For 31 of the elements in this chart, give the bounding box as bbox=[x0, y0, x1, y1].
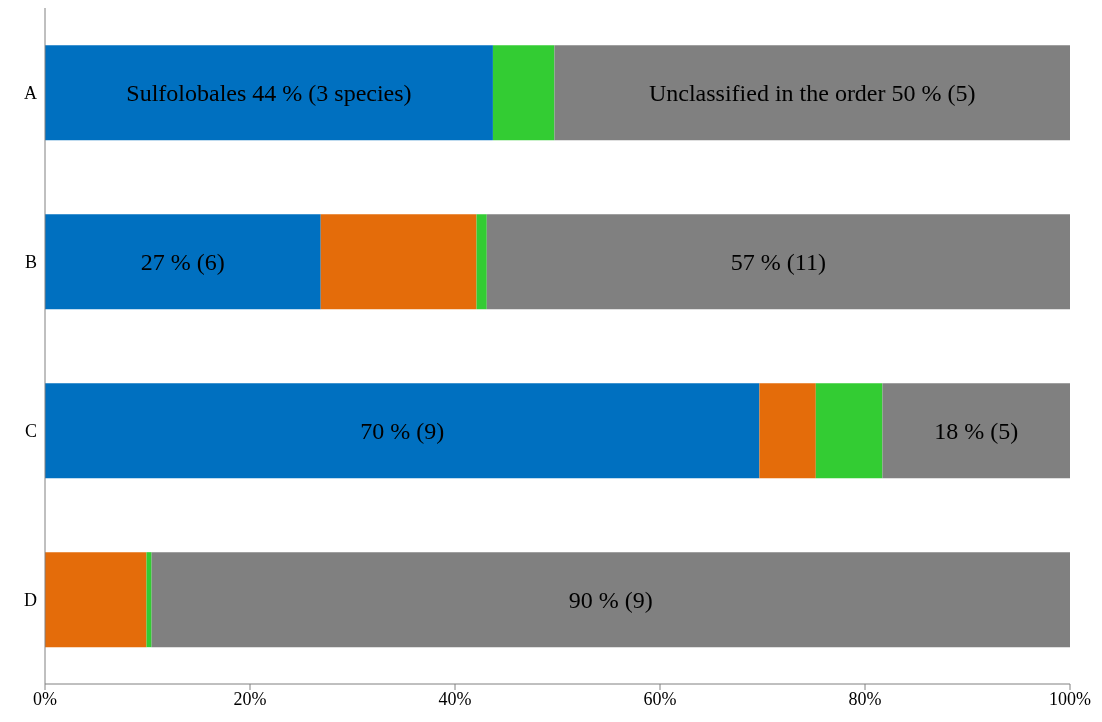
bar bbox=[554, 45, 1070, 141]
data-label: 90 % (9) bbox=[568, 587, 653, 614]
data-label: 57 % (11) bbox=[730, 249, 826, 276]
data-label: 70 % (9) bbox=[360, 418, 445, 445]
data-label: Unclassified in the order 50 % (5) bbox=[648, 80, 976, 107]
bar bbox=[45, 552, 147, 648]
bar bbox=[759, 383, 816, 479]
y-tick-label: D bbox=[24, 589, 37, 610]
x-tick-label: 0% bbox=[33, 688, 57, 709]
y-tick-label: C bbox=[24, 420, 37, 441]
x-tick-label: 20% bbox=[233, 688, 267, 709]
data-label: 18 % (5) bbox=[934, 418, 1019, 445]
y-tick-label: A bbox=[24, 82, 37, 103]
bar bbox=[486, 214, 1070, 310]
x-tick-label: 80% bbox=[848, 688, 882, 709]
x-tick-label: 40% bbox=[438, 688, 472, 709]
bar bbox=[882, 383, 1070, 479]
x-tick-label: 60% bbox=[643, 688, 677, 709]
data-label: 27 % (6) bbox=[140, 249, 225, 276]
bar bbox=[320, 214, 477, 310]
bar bbox=[146, 552, 152, 648]
bar bbox=[45, 45, 493, 141]
x-tick-label: 100% bbox=[1049, 688, 1091, 709]
bar bbox=[476, 214, 487, 310]
bar bbox=[492, 45, 555, 141]
bar bbox=[45, 214, 321, 310]
bar bbox=[815, 383, 883, 479]
data-label: Sulfolobales 44 % (3 species) bbox=[126, 80, 412, 107]
bar bbox=[151, 552, 1070, 648]
bar bbox=[45, 383, 760, 479]
y-tick-label: B bbox=[24, 251, 37, 272]
